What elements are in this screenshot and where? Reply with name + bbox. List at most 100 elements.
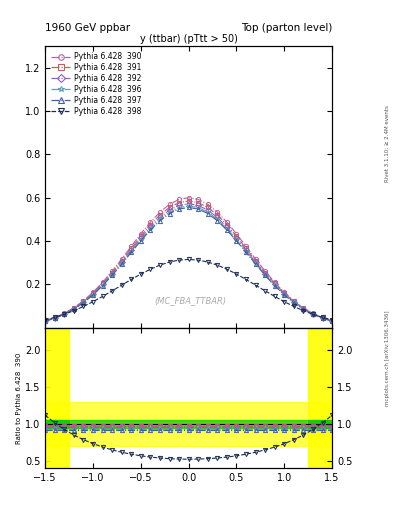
- Pythia 6.428  392: [224, 224, 229, 230]
- Pythia 6.428  391: [119, 258, 124, 264]
- Line: Pythia 6.428  391: Pythia 6.428 391: [43, 199, 334, 323]
- Pythia 6.428  392: [292, 299, 296, 305]
- Pythia 6.428  398: [310, 311, 315, 317]
- Pythia 6.428  392: [148, 224, 153, 230]
- Pythia 6.428  391: [43, 318, 48, 324]
- Pythia 6.428  396: [91, 291, 95, 297]
- Pythia 6.428  392: [215, 215, 220, 221]
- Pythia 6.428  390: [148, 219, 153, 225]
- Pythia 6.428  390: [91, 289, 95, 295]
- Pythia 6.428  397: [110, 272, 114, 279]
- Pythia 6.428  397: [167, 210, 172, 217]
- Pythia 6.428  392: [253, 259, 258, 265]
- Pythia 6.428  390: [253, 256, 258, 262]
- Pythia 6.428  398: [234, 271, 239, 277]
- Pythia 6.428  392: [138, 235, 143, 241]
- Pythia 6.428  390: [330, 317, 334, 324]
- Line: Pythia 6.428  390: Pythia 6.428 390: [43, 196, 334, 323]
- Pythia 6.428  391: [234, 233, 239, 239]
- Pythia 6.428  398: [81, 304, 86, 310]
- Pythia 6.428  396: [72, 306, 76, 312]
- Pythia 6.428  392: [110, 271, 114, 277]
- Pythia 6.428  398: [100, 293, 105, 300]
- Line: Pythia 6.428  397: Pythia 6.428 397: [43, 205, 334, 323]
- Pythia 6.428  397: [148, 227, 153, 233]
- Pythia 6.428  392: [52, 315, 57, 321]
- Line: Pythia 6.428  392: Pythia 6.428 392: [43, 202, 334, 323]
- Pythia 6.428  391: [62, 311, 67, 317]
- Pythia 6.428  392: [62, 311, 67, 317]
- Pythia 6.428  396: [129, 248, 134, 254]
- Pythia 6.428  398: [72, 308, 76, 314]
- Pythia 6.428  391: [253, 258, 258, 264]
- Pythia 6.428  391: [110, 269, 114, 275]
- Pythia 6.428  390: [62, 310, 67, 316]
- Pythia 6.428  396: [119, 260, 124, 266]
- Pythia 6.428  390: [234, 231, 239, 237]
- Pythia 6.428  396: [110, 272, 114, 278]
- Pythia 6.428  397: [100, 283, 105, 289]
- Pythia 6.428  391: [301, 305, 306, 311]
- Pythia 6.428  391: [100, 281, 105, 287]
- Pythia 6.428  392: [43, 318, 48, 324]
- Pythia 6.428  391: [72, 305, 76, 311]
- Pythia 6.428  396: [148, 226, 153, 232]
- Pythia 6.428  390: [263, 268, 268, 274]
- Pythia 6.428  390: [138, 231, 143, 237]
- Pythia 6.428  392: [263, 271, 268, 277]
- Pythia 6.428  398: [43, 317, 48, 323]
- Pythia 6.428  392: [282, 291, 286, 297]
- Pythia 6.428  392: [206, 207, 210, 213]
- Pythia 6.428  396: [234, 237, 239, 243]
- Pythia 6.428  392: [244, 247, 248, 253]
- Pythia 6.428  390: [52, 314, 57, 321]
- Pythia 6.428  396: [52, 315, 57, 321]
- Pythia 6.428  398: [330, 317, 334, 323]
- Pythia 6.428  390: [43, 317, 48, 324]
- Bar: [308, 328, 332, 468]
- Pythia 6.428  391: [206, 204, 210, 210]
- Pythia 6.428  391: [196, 200, 200, 206]
- Bar: [308, 420, 332, 428]
- Pythia 6.428  391: [244, 245, 248, 251]
- Pythia 6.428  391: [330, 318, 334, 324]
- Pythia 6.428  392: [177, 202, 182, 208]
- Text: (MC_FBA_TTBAR): (MC_FBA_TTBAR): [154, 296, 226, 305]
- Pythia 6.428  397: [282, 292, 286, 298]
- Pythia 6.428  396: [310, 311, 315, 317]
- Pythia 6.428  392: [320, 315, 325, 321]
- Pythia 6.428  396: [244, 248, 248, 254]
- Bar: [45, 420, 332, 428]
- Pythia 6.428  391: [177, 200, 182, 206]
- Pythia 6.428  392: [186, 201, 191, 207]
- Pythia 6.428  391: [263, 269, 268, 275]
- Pythia 6.428  398: [110, 288, 114, 294]
- Pythia 6.428  398: [224, 266, 229, 272]
- Pythia 6.428  392: [167, 207, 172, 213]
- Pythia 6.428  390: [119, 256, 124, 262]
- Pythia 6.428  390: [129, 243, 134, 249]
- Pythia 6.428  392: [91, 291, 95, 297]
- Pythia 6.428  391: [52, 315, 57, 321]
- Pythia 6.428  396: [215, 216, 220, 222]
- Pythia 6.428  392: [234, 235, 239, 241]
- Pythia 6.428  390: [206, 201, 210, 207]
- Pythia 6.428  390: [224, 219, 229, 225]
- Pythia 6.428  397: [272, 283, 277, 289]
- Pythia 6.428  390: [110, 268, 114, 274]
- Pythia 6.428  398: [253, 282, 258, 288]
- Pythia 6.428  397: [330, 318, 334, 324]
- Pythia 6.428  392: [196, 202, 200, 208]
- Pythia 6.428  392: [100, 282, 105, 288]
- Pythia 6.428  390: [320, 314, 325, 321]
- Pythia 6.428  390: [282, 289, 286, 295]
- Pythia 6.428  396: [206, 209, 210, 215]
- Pythia 6.428  390: [292, 297, 296, 304]
- Legend: Pythia 6.428  390, Pythia 6.428  391, Pythia 6.428  392, Pythia 6.428  396, Pyth: Pythia 6.428 390, Pythia 6.428 391, Pyth…: [49, 50, 144, 118]
- Pythia 6.428  390: [215, 209, 220, 215]
- Pythia 6.428  391: [91, 290, 95, 296]
- Pythia 6.428  390: [310, 310, 315, 316]
- Pythia 6.428  392: [129, 247, 134, 253]
- Pythia 6.428  397: [129, 249, 134, 255]
- Pythia 6.428  390: [81, 297, 86, 304]
